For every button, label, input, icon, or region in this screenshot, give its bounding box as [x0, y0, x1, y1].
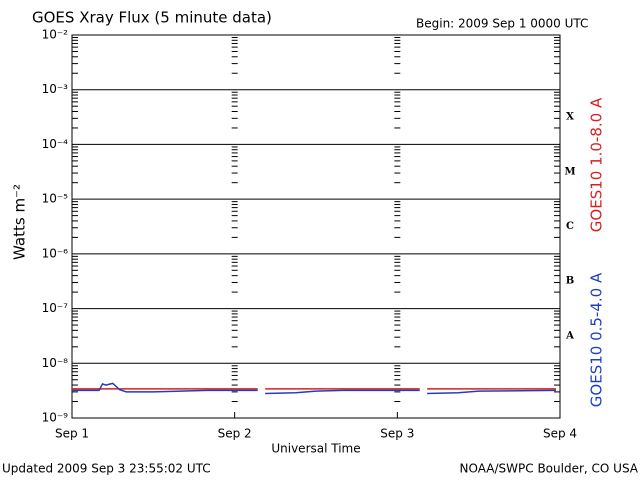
x-tick-label: Sep 1 [55, 427, 89, 441]
y-tick-label: 10⁻⁴ [42, 137, 69, 151]
x-tick-label: Sep 3 [380, 427, 414, 441]
series-line [72, 382, 258, 393]
legend-entry: GOES10 1.0-8.0 A [588, 97, 606, 232]
plot-frame [71, 34, 561, 419]
series-line [265, 389, 420, 395]
y-tick-label: 10⁻⁹ [42, 411, 69, 425]
x-tick-label: Sep 2 [218, 427, 252, 441]
flare-class: B [566, 276, 574, 287]
y-tick-label: 10⁻⁵ [42, 192, 69, 206]
y-tick-label: 10⁻⁶ [42, 246, 69, 260]
chart-title: GOES Xray Flux (5 minute data) [32, 9, 272, 27]
flare-class: X [566, 112, 574, 123]
y-tick-label: 10⁻³ [42, 82, 69, 96]
y-tick-label: 10⁻⁷ [42, 301, 69, 315]
chart-subtitle: Begin: 2009 Sep 1 0000 UTC [416, 17, 588, 31]
footer-right: NOAA/SWPC Boulder, CO USA [460, 462, 639, 476]
x-tick-label: Sep 4 [543, 427, 577, 441]
footer-left: Updated 2009 Sep 3 23:55:02 UTC [2, 462, 211, 476]
y-tick-label: 10⁻⁸ [42, 356, 69, 370]
x-axis-label: Universal Time [271, 442, 360, 456]
flare-class: C [566, 221, 574, 232]
y-axis-label: Watts m⁻² [11, 184, 29, 260]
series-line [427, 389, 556, 395]
y-tick-label: 10⁻² [42, 28, 69, 42]
legend-entry: GOES10 0.5-4.0 A [588, 272, 606, 407]
flare-class: A [565, 330, 574, 341]
flare-class: M [564, 166, 575, 177]
